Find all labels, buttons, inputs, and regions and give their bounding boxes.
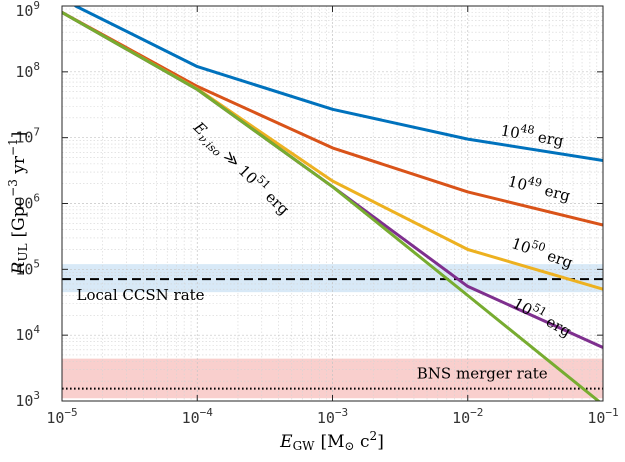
x-axis-label: EGW [M⊙ c2] (279, 429, 384, 453)
x-tick-label: 10−2 (452, 406, 483, 427)
x-tick-base: 10 (587, 409, 605, 427)
y-tick-exponent: 7 (33, 126, 40, 139)
y-tick-base: 10 (15, 195, 33, 213)
curve-label-2: 1050 erg (509, 231, 576, 272)
curve-label-exponent: 48 (520, 122, 536, 137)
x-tick-label: 10−4 (182, 406, 214, 427)
band-label-1: BNS merger rate (417, 364, 548, 382)
axis-tick-marks (61, 5, 604, 402)
x-tick-exponent: −1 (605, 406, 618, 419)
y-tick-label: 108 (15, 60, 40, 81)
y-tick-exponent: 9 (33, 0, 40, 12)
y-tick-label: 104 (15, 323, 40, 344)
series-line-4 (62, 10, 601, 401)
y-tick-base: 10 (15, 129, 33, 147)
curve-label-base: 10 (499, 121, 521, 142)
y-tick-label: 105 (15, 257, 40, 278)
curve-label-base: 10 (506, 172, 529, 194)
x-tick-base: 10 (452, 409, 470, 427)
y-tick-base: 10 (15, 2, 33, 20)
x-tick-exponent: −3 (335, 406, 348, 419)
curve-label-0: 1048 erg (499, 118, 566, 150)
rate-reference-lines (62, 278, 603, 390)
x-tick-label: 10−3 (317, 406, 348, 427)
y-tick-label: 103 (15, 389, 40, 410)
band-labels: Local CCSN rate BNS merger rate (77, 286, 548, 382)
curve-label-exponent: 51 (530, 301, 549, 319)
y-tick-exponent: 6 (33, 192, 40, 205)
x-tick-exponent: −5 (64, 406, 77, 419)
x-tick-base: 10 (46, 409, 64, 427)
curve-label-exponent: 49 (527, 174, 544, 190)
curve-label-base: 10 (509, 234, 533, 257)
x-tick-label: 10−1 (587, 406, 618, 427)
y-tick-exponent: 5 (33, 257, 40, 270)
curve-label-exponent: 50 (530, 238, 547, 255)
curve-label-unit: erg (532, 127, 565, 150)
y-tick-exponent: 4 (33, 323, 40, 336)
series-line-0 (74, 6, 603, 162)
x-tick-exponent: −4 (200, 406, 214, 419)
y-tick-label: 109 (15, 0, 40, 20)
y-tick-label: 107 (15, 126, 40, 147)
y-tick-base: 10 (15, 260, 33, 278)
curve-label-1: 1049 erg (506, 169, 573, 205)
y-tick-base: 10 (15, 326, 33, 344)
x-tick-labels: 10−5 10−4 10−3 10−2 10−1 (46, 406, 618, 427)
x-tick-base: 10 (182, 409, 200, 427)
y-tick-label: 106 (15, 192, 40, 213)
y-tick-exponent: 3 (33, 389, 40, 402)
x-tick-base: 10 (317, 409, 335, 427)
band-label-0: Local CCSN rate (77, 286, 205, 304)
y-tick-exponent: 8 (33, 60, 40, 73)
y-axis-label: RUL[Gpc−3 yr−1] (6, 132, 30, 276)
x-tick-label: 10−5 (46, 406, 77, 427)
series-lines (62, 6, 603, 401)
x-tick-exponent: −2 (470, 406, 483, 419)
y-tick-base: 10 (15, 63, 33, 81)
y-tick-base: 10 (15, 392, 33, 410)
